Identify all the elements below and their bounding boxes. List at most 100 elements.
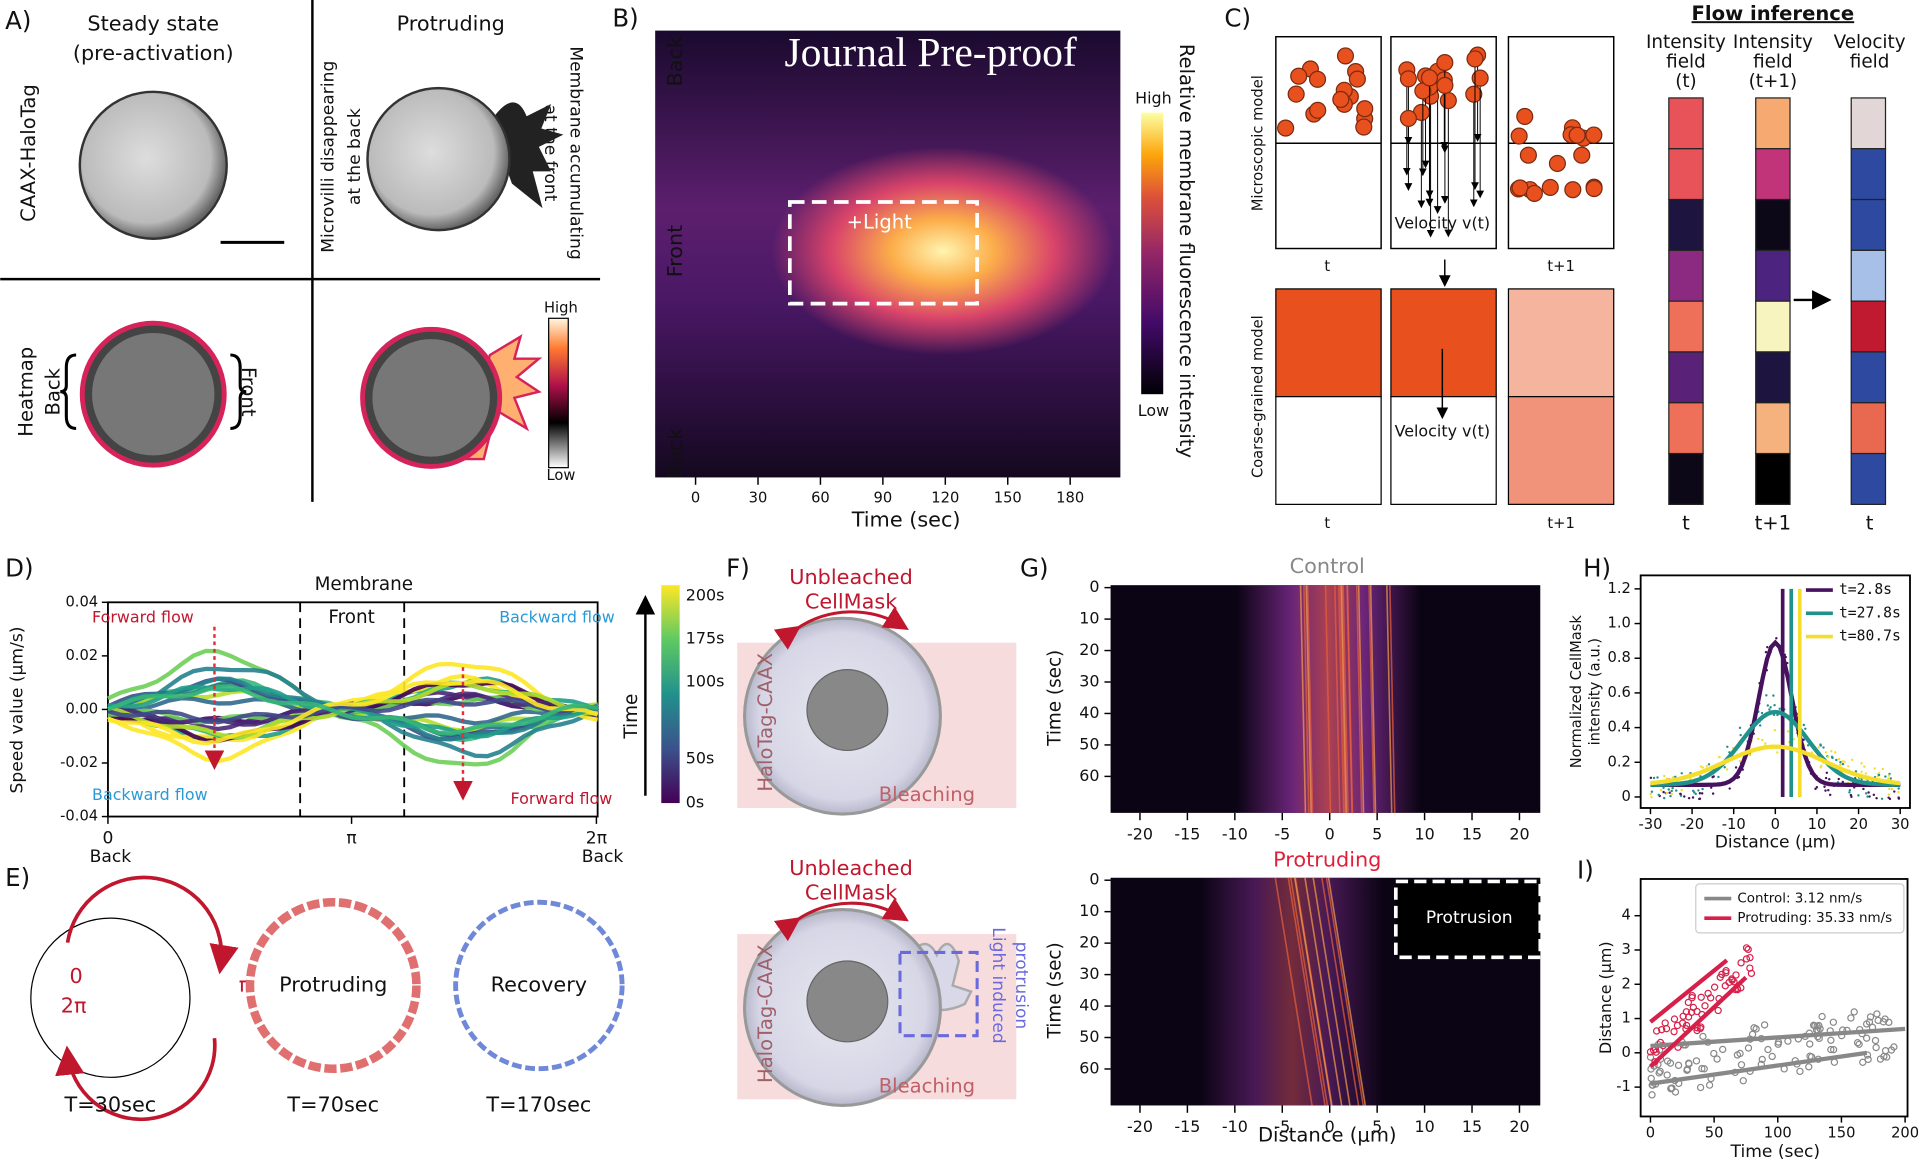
data-point [1710,983,1719,991]
field-cell [1668,452,1704,505]
data-point [1675,789,1678,792]
particle [1511,179,1529,197]
data-point [1873,1010,1881,1018]
tick-label: -15 [1174,1117,1200,1136]
data-point [1657,793,1660,797]
data-point [1862,1020,1871,1028]
protrusion [489,102,564,209]
particle [1568,126,1586,144]
data-point [1864,1055,1872,1064]
data-point [1761,738,1764,742]
tick-label: 3 [1622,941,1631,958]
data-point [1719,1045,1727,1054]
data-point [1718,970,1726,979]
data-point [1837,757,1841,761]
data-point [1893,790,1896,793]
field-cell [1668,300,1704,353]
flow-arrow [55,1037,217,1122]
data-point [1691,796,1695,799]
tick-label: 0 [1622,1044,1631,1061]
data-point [1819,743,1822,746]
particle [1516,107,1534,125]
label: Intensity [1733,32,1813,53]
data-point [1694,792,1697,796]
particle [1573,146,1591,164]
data-point [1670,792,1673,796]
nucleus [806,960,889,1043]
colorbar [661,585,680,804]
tick-label: 15 [1462,1117,1482,1136]
fit-curve [1650,709,1901,787]
tick-label: -0.04 [60,808,98,825]
data-point [1652,1027,1661,1035]
tick-label: 90 [874,489,893,506]
field-cell [1755,198,1791,251]
data-point [1697,789,1700,792]
plot-frame [1639,878,1909,1118]
particle [1471,69,1489,87]
coarse-cell [1275,396,1382,505]
fit-curve [1650,639,1901,787]
data-point [1839,761,1842,764]
tick-label: -5 [1274,1117,1290,1136]
data-point [1667,1085,1676,1093]
tick-label: 40 [1079,996,1099,1015]
data-point [1726,745,1729,749]
field-cell [1850,351,1887,404]
data-point [1670,1027,1678,1036]
data-point [1837,777,1840,781]
data-point [1698,797,1701,801]
kymograph-streak [1327,877,1367,1106]
data-point [1857,794,1860,797]
data-point [1828,778,1831,781]
coarse-cell [1507,288,1615,398]
data-point [1774,1040,1782,1048]
label: Time (sec) [1044,942,1065,1039]
colorbar [1141,112,1164,395]
label: t+1 [1547,258,1574,275]
field-cell [1850,249,1887,302]
data-point [1662,790,1665,794]
kymograph-streak [1303,585,1310,813]
label: C) [1224,4,1251,33]
data-point [1705,765,1708,768]
label: HaloTag-CAAX [754,944,777,1083]
data-point [1758,1055,1766,1064]
arrow-ring [245,897,421,1074]
data-point [1775,637,1778,640]
tick-label: 60 [1079,766,1099,785]
data-point [1897,787,1900,790]
data-point [1699,765,1703,768]
data-point [1813,1022,1821,1030]
label: field [1666,51,1706,72]
particle [1336,47,1355,65]
data-point [1824,789,1827,792]
data-point [1652,776,1656,780]
coarse-cell [1390,288,1497,398]
tick-label: 100s [686,671,725,690]
data-point [1647,1074,1655,1083]
tick-label: 0.6 [1608,684,1631,701]
tick-label: 30 [749,489,768,506]
label: D) [5,553,33,582]
label: Normalized CellMask [1568,615,1585,769]
data-point [1873,767,1876,770]
tick-label: 0s [686,793,704,812]
label: Forward flow [92,608,194,627]
data-point [1887,796,1890,799]
data-point [1850,1008,1858,1016]
label: t [1324,515,1330,532]
membrane-ring [30,917,191,1078]
data-point [1890,1043,1898,1051]
data-point [1889,777,1893,780]
data-point [1830,1058,1839,1066]
data-point [1673,1021,1682,1030]
tick-label: 180 [1056,489,1084,506]
data-point [1663,1071,1671,1079]
label: Relative membrane fluorescence intensity [1175,44,1198,458]
field-cell [1755,148,1791,201]
data-point [1847,765,1850,768]
particle [1308,70,1327,88]
kymograph-streak [1289,877,1329,1106]
data-point [1814,787,1817,791]
